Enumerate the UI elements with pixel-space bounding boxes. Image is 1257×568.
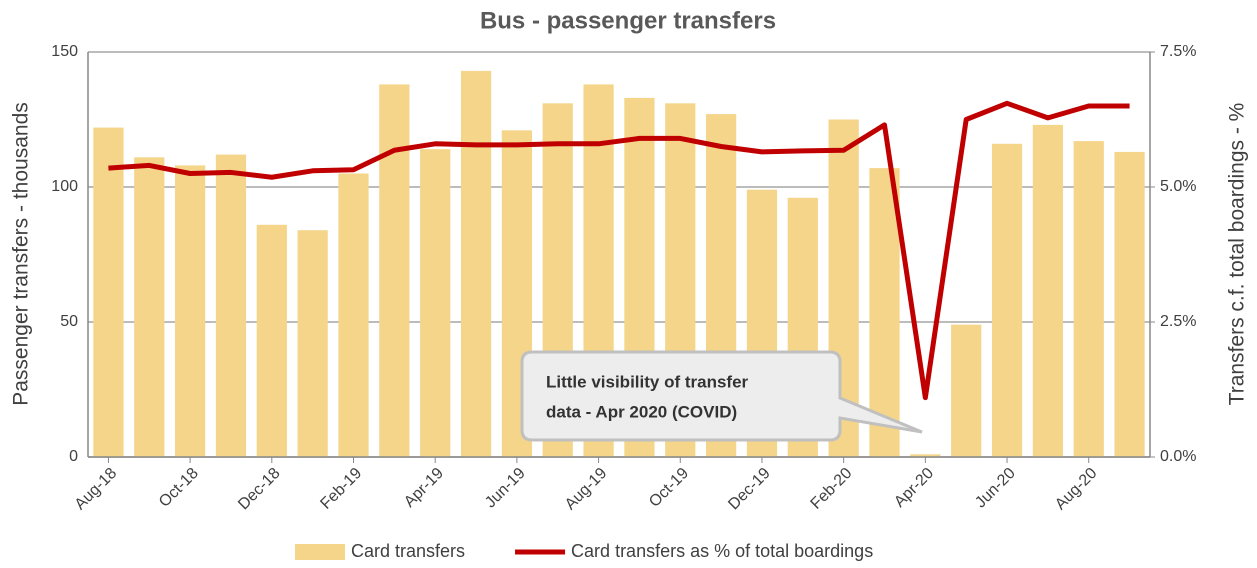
x-tick-label: Dec-18 [235, 465, 284, 514]
bar [1032, 124, 1063, 458]
y-tick-label: 150 [51, 43, 78, 60]
bar [1073, 141, 1104, 457]
bar [93, 127, 124, 457]
bar [256, 224, 287, 457]
y-tick-label: 0 [69, 448, 78, 465]
y-axis-title: Passenger transfers - thousands [10, 102, 33, 406]
y-tick-label: 50 [60, 313, 78, 330]
callout-box [520, 350, 923, 442]
x-tick-label: Feb-20 [808, 465, 856, 513]
y2-tick-label: 7.5% [1160, 43, 1196, 60]
bar [910, 454, 941, 457]
annotation-line: Little visibility of transfer [546, 372, 749, 391]
bar [420, 149, 451, 457]
y2-tick-label: 0.0% [1160, 448, 1196, 465]
x-tick-label: Jun-19 [482, 465, 529, 512]
annotation-line: data - Apr 2020 (COVID) [546, 402, 737, 421]
plot: 0 50 100 150 0.0% 2.5% 5.0% 7.5% Aug-18 Oct-18 Dec… [51, 43, 1196, 513]
x-tick-label: Aug-19 [562, 465, 611, 514]
y-tick-label: 100 [51, 178, 78, 195]
bar [297, 230, 328, 457]
x-tick-label: Oct-18 [156, 465, 202, 511]
y2-tick-label: 2.5% [1160, 313, 1196, 330]
y2-tick-label: 5.0% [1160, 178, 1196, 195]
x-tick-label: Aug-18 [72, 465, 121, 514]
bar [379, 84, 410, 458]
bar [869, 168, 900, 457]
bar [991, 143, 1023, 458]
x-tick-label: Oct-19 [646, 465, 692, 511]
bar [215, 154, 247, 457]
y2-axis-title: Transfers c.f. total boardings - % [1226, 103, 1249, 406]
bar [1114, 151, 1145, 457]
x-tick-label: Jun-20 [972, 465, 1019, 512]
x-tick-label: Dec-19 [725, 465, 774, 514]
bar [175, 165, 206, 457]
x-tick-label: Aug-20 [1052, 465, 1101, 514]
annotation: Little visibility of transfer data - Apr… [520, 350, 923, 442]
chart-title: Bus - passenger transfers [480, 7, 776, 34]
x-tick-label: Feb-19 [317, 465, 365, 513]
legend-label: Card transfers [351, 541, 465, 561]
bar [338, 173, 369, 457]
bar [134, 157, 165, 458]
line [108, 100, 1130, 401]
legend-swatch [295, 544, 345, 560]
bar [951, 324, 982, 457]
legend-label: Card transfers as % of total boardings [571, 541, 873, 561]
bar [460, 70, 492, 458]
x-tick-label: Apr-19 [401, 465, 447, 511]
x-tick-label: Apr-20 [891, 465, 937, 511]
